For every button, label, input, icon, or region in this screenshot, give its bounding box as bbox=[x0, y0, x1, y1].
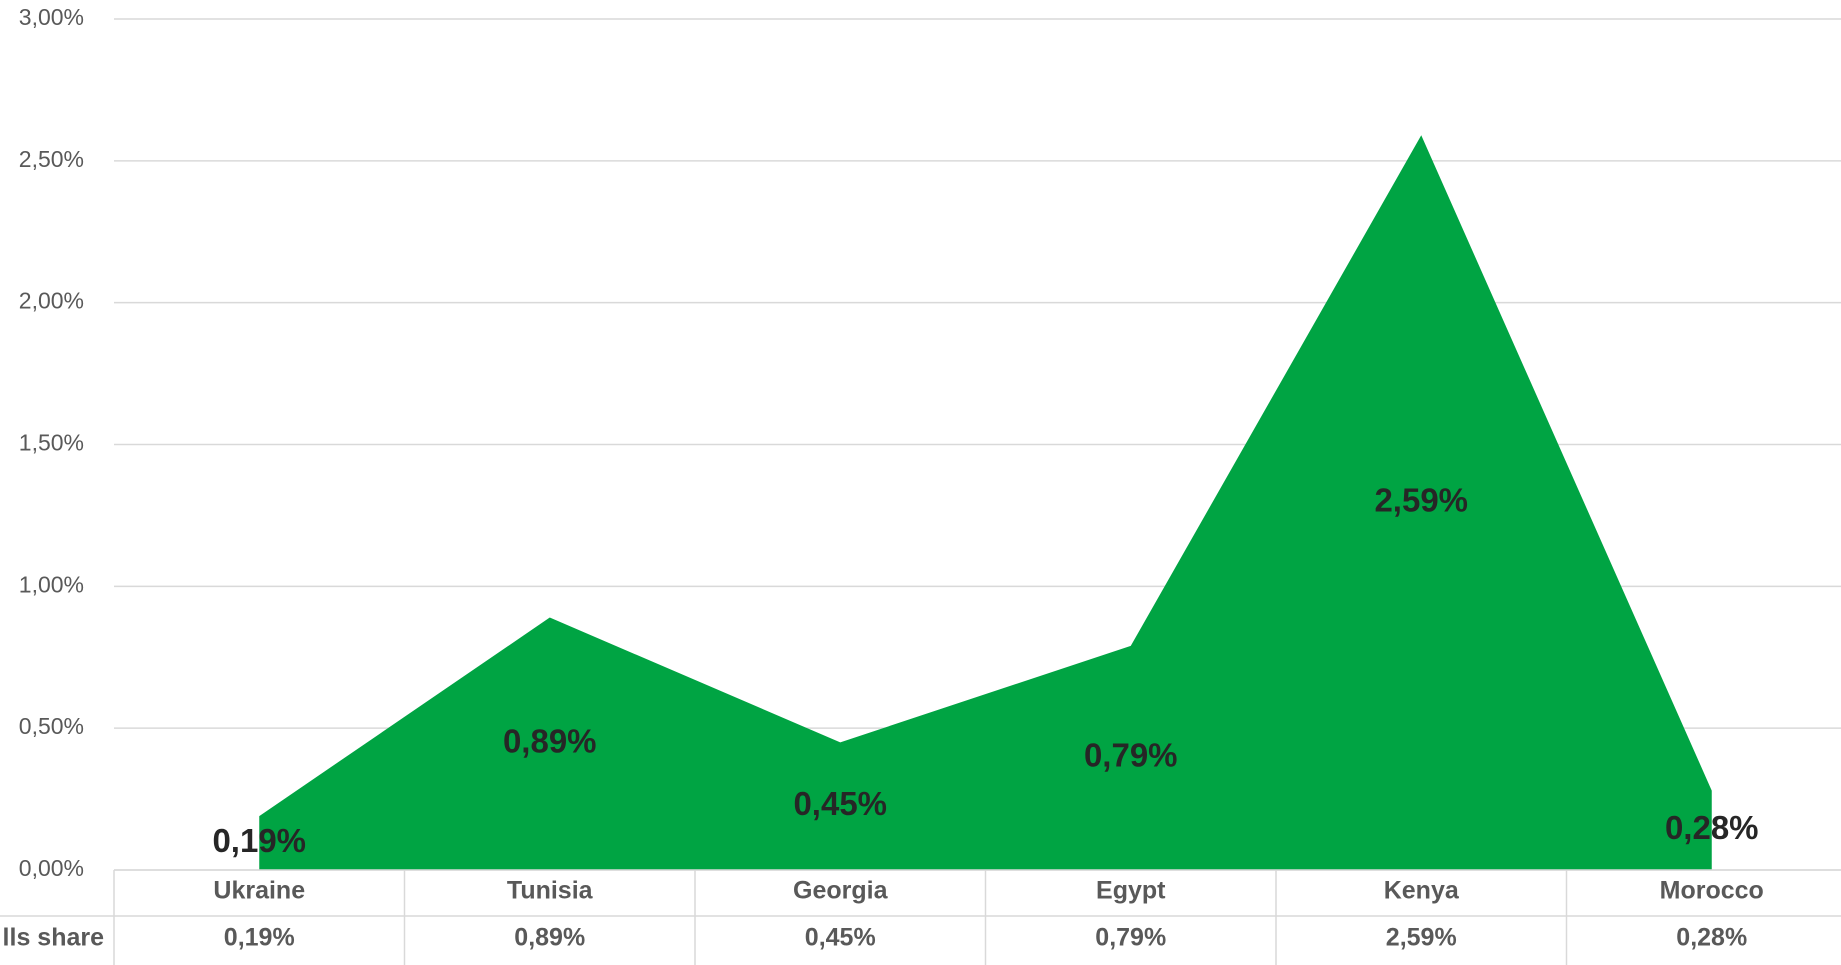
x-tick-label: Egypt bbox=[1096, 877, 1166, 905]
x-tick-label: Ukraine bbox=[213, 877, 305, 905]
data-label: 2,59% bbox=[1374, 481, 1468, 518]
y-tick-label: 3,00% bbox=[19, 4, 84, 30]
table-cell: 2,59% bbox=[1386, 924, 1457, 952]
table-cell: 0,19% bbox=[224, 924, 295, 952]
x-tick-label: Morocco bbox=[1660, 877, 1764, 905]
x-tick-label: Georgia bbox=[793, 877, 889, 905]
y-tick-label: 2,00% bbox=[19, 288, 84, 314]
y-tick-label: 1,00% bbox=[19, 571, 84, 597]
y-tick-label: 2,50% bbox=[19, 146, 84, 172]
y-tick-label: 1,50% bbox=[19, 430, 84, 456]
table-cell: 0,89% bbox=[514, 924, 585, 952]
y-tick-label: 0,50% bbox=[19, 713, 84, 739]
x-tick-label: Tunisia bbox=[507, 877, 594, 905]
x-tick-label: Kenya bbox=[1384, 877, 1460, 905]
data-label: 0,19% bbox=[212, 822, 306, 859]
table-cell: 0,45% bbox=[805, 924, 876, 952]
table-cell: 0,28% bbox=[1676, 924, 1747, 952]
table-cell: 0,79% bbox=[1095, 924, 1166, 952]
y-tick-label: 0,00% bbox=[19, 855, 84, 881]
area bbox=[259, 135, 1712, 870]
table-row-label: lls share bbox=[3, 924, 105, 952]
data-label: 0,45% bbox=[793, 785, 887, 822]
data-label: 0,79% bbox=[1084, 737, 1178, 774]
data-label: 0,28% bbox=[1665, 809, 1759, 846]
data-label: 0,89% bbox=[503, 722, 597, 759]
